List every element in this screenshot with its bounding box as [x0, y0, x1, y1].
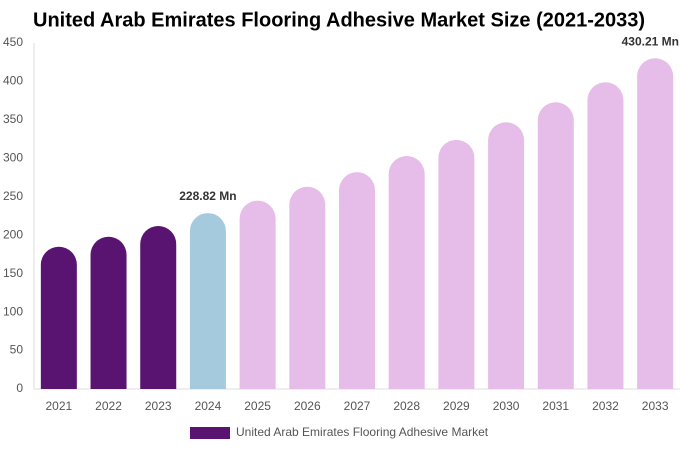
y-tick-label: 250	[3, 189, 23, 203]
x-tick-label: 2026	[294, 399, 321, 413]
x-tick-label: 2033	[642, 399, 669, 413]
x-tick-label: 2028	[393, 399, 420, 413]
x-tick-label: 2029	[443, 399, 470, 413]
y-tick-label: 50	[10, 343, 24, 357]
y-tick-label: 400	[3, 74, 23, 88]
y-tick-label: 450	[3, 35, 23, 49]
value-label: 430.21 Mn	[622, 34, 679, 48]
bar	[587, 82, 624, 390]
x-tick-label: 2025	[244, 399, 271, 413]
x-tick-label: 2032	[592, 399, 619, 413]
legend-label: United Arab Emirates Flooring Adhesive M…	[236, 425, 489, 439]
bar	[289, 186, 326, 389]
bar	[239, 200, 276, 389]
bar	[140, 225, 177, 389]
x-tick-label: 2021	[45, 399, 72, 413]
chart-title: United Arab Emirates Flooring Adhesive M…	[33, 9, 645, 31]
y-tick-label: 200	[3, 227, 23, 241]
bar	[189, 213, 226, 389]
x-tick-label: 2027	[344, 399, 371, 413]
x-tick-label: 2024	[195, 399, 222, 413]
x-tick-label: 2031	[542, 399, 569, 413]
y-tick-label: 300	[3, 151, 23, 165]
bar	[339, 172, 375, 389]
value-label: 228.82 Mn	[179, 189, 236, 203]
bar	[40, 246, 77, 389]
x-tick-label: 2022	[95, 399, 122, 413]
bar	[438, 139, 475, 389]
bar	[537, 102, 574, 390]
bar	[388, 156, 425, 389]
y-tick-label: 150	[3, 266, 23, 280]
x-tick-label: 2030	[493, 399, 520, 413]
y-tick-label: 100	[3, 304, 23, 318]
bar	[488, 122, 525, 390]
x-tick-label: 2023	[145, 399, 172, 413]
legend-swatch	[190, 427, 230, 439]
bar	[637, 58, 674, 390]
y-tick-label: 0	[16, 381, 23, 395]
y-tick-label: 350	[3, 112, 23, 126]
bar	[90, 236, 127, 389]
